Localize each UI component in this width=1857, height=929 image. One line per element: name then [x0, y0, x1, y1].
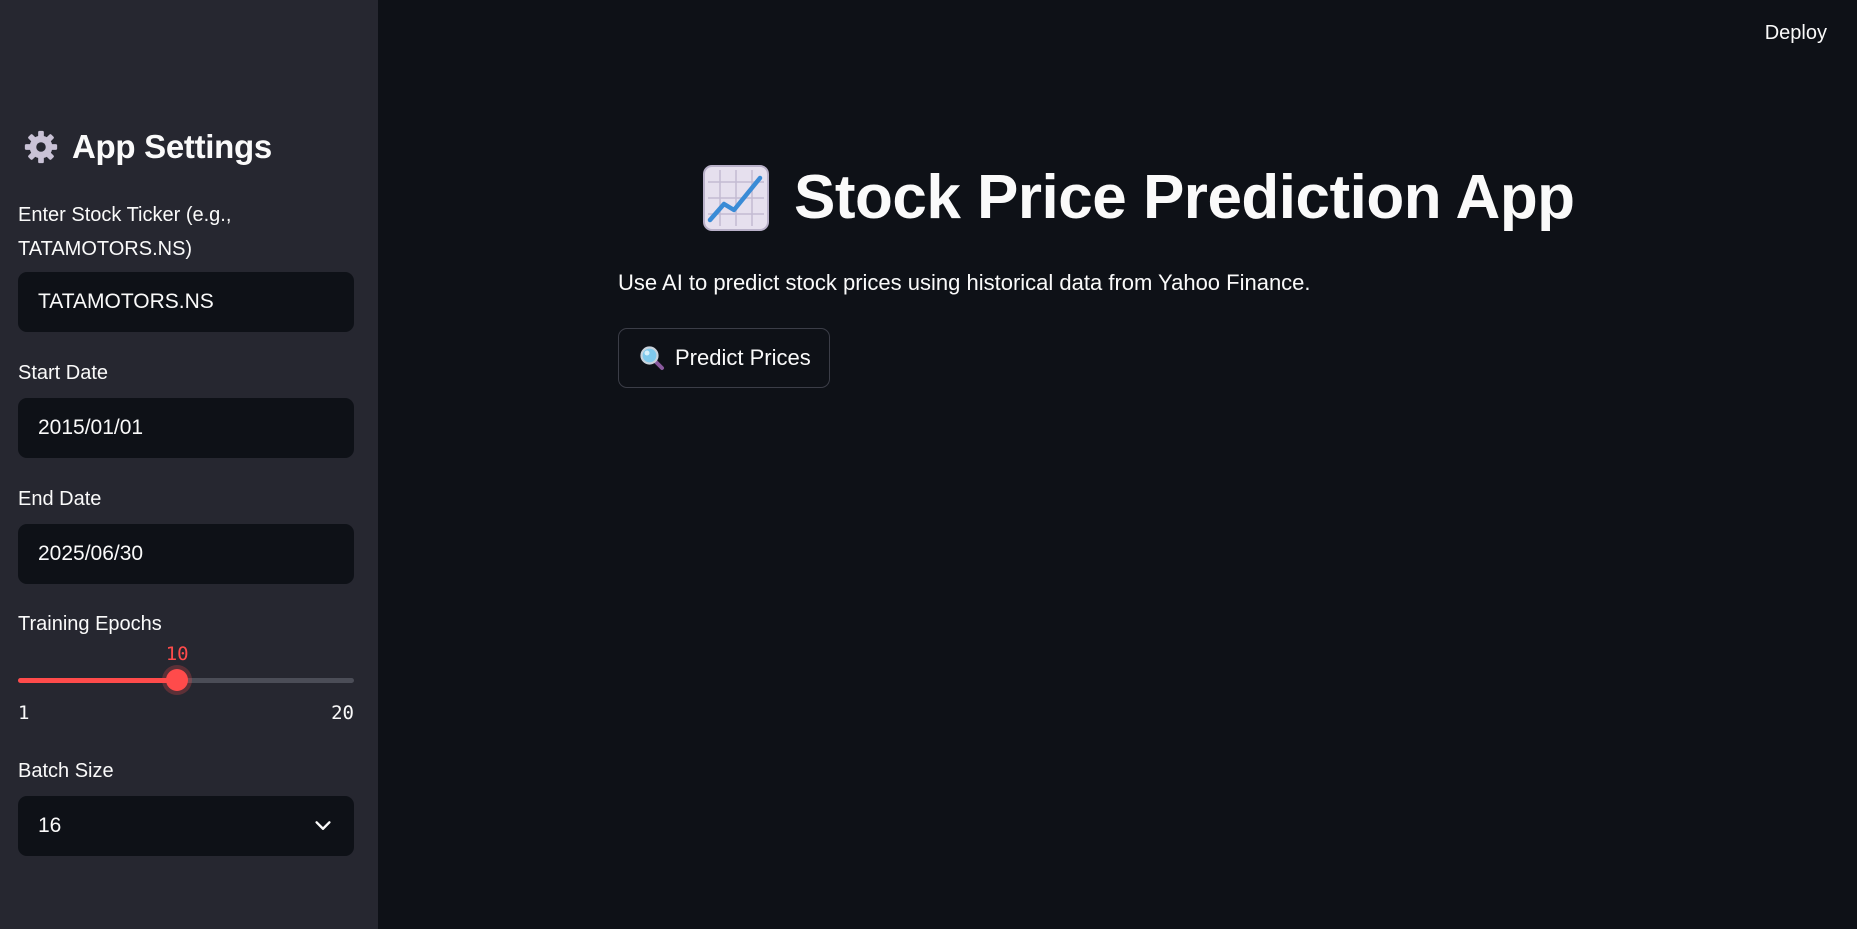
ticker-input-value: TATAMOTORS.NS: [38, 290, 214, 313]
predict-prices-button[interactable]: Predict Prices: [618, 328, 830, 388]
ticker-label: Enter Stock Ticker (e.g., TATAMOTORS.NS): [18, 204, 232, 260]
start-date-label: Start Date: [18, 362, 109, 384]
page-title-text: Stock Price Prediction App: [794, 163, 1575, 232]
epochs-slider-min: 1: [18, 702, 30, 724]
sidebar-header: App Settings: [22, 128, 272, 166]
epochs-slider-value: 10: [165, 643, 189, 665]
chevron-down-icon: [315, 821, 331, 830]
batch-size-select[interactable]: 16: [18, 796, 354, 856]
epochs-slider[interactable]: [18, 669, 354, 691]
start-date-input[interactable]: 2015/01/01: [18, 398, 354, 458]
gear-icon: [24, 130, 58, 164]
epochs-slider-thumb[interactable]: [166, 669, 189, 691]
epochs-slider-fill: [18, 678, 178, 683]
end-date-label: End Date: [18, 488, 102, 510]
batch-size-label: Batch Size: [18, 760, 114, 782]
page-title: Stock Price Prediction App: [702, 162, 1575, 233]
epochs-label: Training Epochs: [18, 613, 162, 635]
sidebar-title: App Settings: [72, 128, 272, 165]
chart-increasing-icon: [703, 164, 769, 231]
batch-size-selected: 16: [38, 814, 62, 837]
deploy-button[interactable]: Deploy: [1765, 18, 1827, 49]
ticker-input[interactable]: TATAMOTORS.NS: [18, 272, 354, 332]
end-date-value: 2025/06/30: [38, 542, 144, 565]
start-date-value: 2015/01/01: [38, 416, 144, 439]
magnifying-glass-icon: [640, 346, 664, 370]
sidebar: App Settings Enter Stock Ticker (e.g., T…: [0, 0, 378, 929]
page-subtitle: Use AI to predict stock prices using his…: [618, 270, 1311, 295]
predict-prices-label: Predict Prices: [675, 345, 811, 370]
epochs-slider-max: 20: [331, 702, 354, 724]
end-date-input[interactable]: 2025/06/30: [18, 524, 354, 584]
